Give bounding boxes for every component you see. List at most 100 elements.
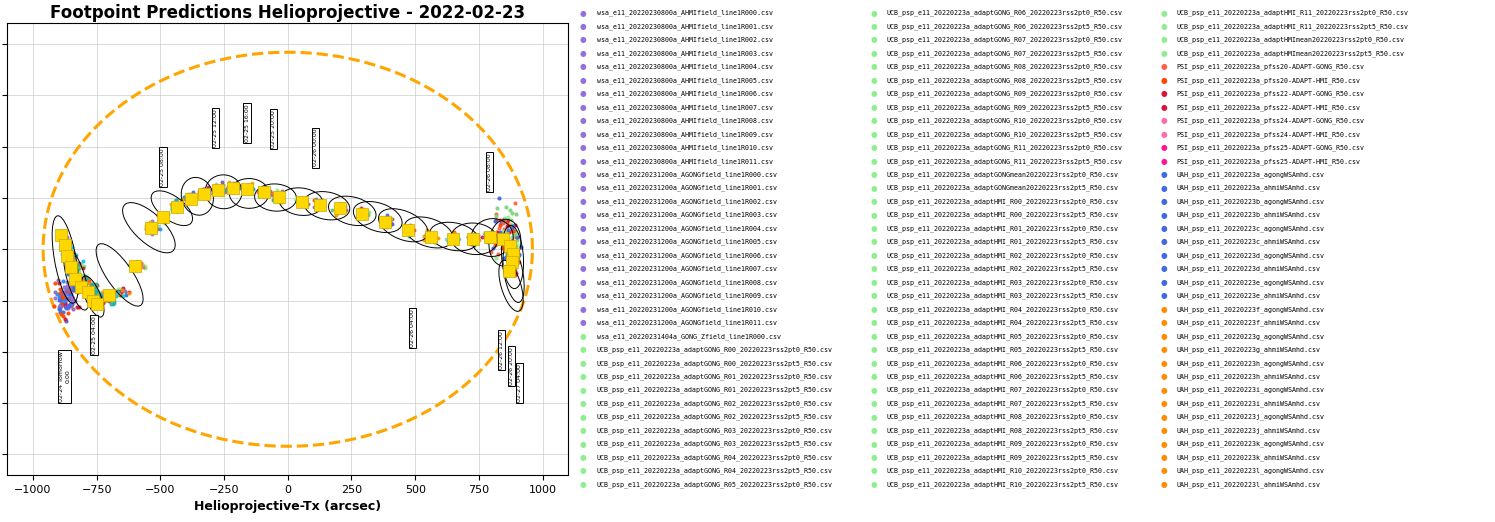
Text: UAH_psp_e11_20220223d_agongWSAmhd.csv: UAH_psp_e11_20220223d_agongWSAmhd.csv bbox=[1177, 252, 1325, 259]
Text: ●: ● bbox=[580, 265, 586, 274]
Point bbox=[498, 259, 522, 267]
Point bbox=[49, 291, 73, 300]
Point bbox=[90, 288, 114, 296]
Point bbox=[238, 187, 262, 195]
Point bbox=[66, 266, 90, 274]
Point bbox=[49, 235, 73, 243]
Point bbox=[111, 290, 135, 299]
Point bbox=[496, 240, 520, 248]
Text: UCB_psp_e11_20220223a_adaptHMI_R03_20220223rss2pt5_R50.csv: UCB_psp_e11_20220223a_adaptHMI_R03_20220… bbox=[887, 292, 1118, 299]
Point bbox=[493, 267, 517, 275]
Point bbox=[176, 193, 200, 201]
Point bbox=[66, 264, 90, 272]
Point bbox=[67, 263, 91, 271]
Point bbox=[502, 256, 526, 265]
Text: UAH_psp_e11_20220223l_ahmiWSAmhd.csv: UAH_psp_e11_20220223l_ahmiWSAmhd.csv bbox=[1177, 481, 1320, 488]
Point bbox=[438, 235, 462, 243]
Point bbox=[70, 276, 94, 284]
Point bbox=[106, 287, 130, 295]
Point bbox=[97, 294, 121, 302]
Point bbox=[130, 259, 154, 268]
Point bbox=[250, 185, 274, 194]
Point bbox=[106, 289, 130, 298]
Point bbox=[224, 186, 248, 194]
Point bbox=[504, 246, 528, 254]
Text: ●: ● bbox=[870, 197, 876, 206]
Point bbox=[85, 292, 109, 301]
Point bbox=[498, 268, 522, 276]
Text: ●: ● bbox=[1160, 372, 1166, 381]
Point bbox=[502, 199, 526, 207]
Point bbox=[52, 290, 76, 298]
Point bbox=[501, 250, 525, 258]
Point bbox=[419, 232, 443, 241]
Point bbox=[161, 201, 185, 210]
Point bbox=[502, 227, 526, 235]
Point bbox=[483, 241, 507, 249]
Point bbox=[81, 286, 105, 294]
Text: ●: ● bbox=[1160, 318, 1166, 327]
Text: UAH_psp_e11_20220223f_agongWSAmhd.csv: UAH_psp_e11_20220223f_agongWSAmhd.csv bbox=[1177, 306, 1325, 313]
Point bbox=[253, 183, 277, 191]
Text: wsa_e11_20220231200a_AGONGfield_line1R001.csv: wsa_e11_20220231200a_AGONGfield_line1R00… bbox=[597, 185, 776, 192]
Point bbox=[75, 274, 99, 282]
Point bbox=[371, 218, 395, 227]
Point bbox=[214, 186, 238, 194]
Point bbox=[492, 227, 516, 235]
Point bbox=[55, 255, 79, 264]
Point bbox=[223, 183, 247, 192]
Text: PSI_psp_e11_20220223a_pfss25-ADAPT-HMI_R50.csv: PSI_psp_e11_20220223a_pfss25-ADAPT-HMI_R… bbox=[1177, 158, 1360, 164]
Point bbox=[209, 191, 233, 199]
Text: ●: ● bbox=[1160, 76, 1166, 85]
Point bbox=[480, 231, 504, 240]
Point bbox=[51, 308, 75, 316]
Text: ●: ● bbox=[870, 238, 876, 246]
Point bbox=[375, 221, 399, 230]
Text: ●: ● bbox=[1160, 157, 1166, 165]
Text: ●: ● bbox=[1160, 143, 1166, 152]
Point bbox=[63, 266, 87, 275]
Point bbox=[499, 240, 523, 248]
Point bbox=[296, 199, 320, 208]
Point bbox=[498, 244, 522, 253]
Point bbox=[187, 188, 211, 196]
Point bbox=[124, 257, 148, 266]
Point bbox=[309, 204, 333, 212]
Point bbox=[350, 212, 374, 220]
Point bbox=[483, 217, 507, 225]
Point bbox=[90, 293, 114, 301]
Point bbox=[311, 204, 335, 212]
Point bbox=[329, 200, 353, 208]
Point bbox=[211, 185, 235, 194]
Point bbox=[462, 236, 486, 245]
Point bbox=[248, 189, 272, 198]
Point bbox=[94, 296, 118, 305]
Point bbox=[375, 219, 399, 228]
Point bbox=[52, 241, 76, 250]
Point bbox=[495, 248, 519, 256]
Text: ●: ● bbox=[870, 22, 876, 31]
Point bbox=[51, 231, 75, 240]
Text: UAH_psp_e11_20220223b_agongWSAmhd.csv: UAH_psp_e11_20220223b_agongWSAmhd.csv bbox=[1177, 198, 1325, 205]
Point bbox=[67, 263, 91, 271]
Point bbox=[493, 236, 517, 244]
Point bbox=[85, 296, 109, 304]
Point bbox=[48, 231, 72, 239]
Point bbox=[179, 195, 203, 204]
Text: 02-26 12:00: 02-26 12:00 bbox=[499, 331, 504, 369]
Point bbox=[465, 234, 489, 243]
Point bbox=[272, 192, 296, 200]
Point bbox=[490, 235, 514, 244]
Point bbox=[268, 190, 292, 198]
Text: UCB_psp_e11_20220223a_adaptHMI_R11_20220223rss2pt0_R50.csv: UCB_psp_e11_20220223a_adaptHMI_R11_20220… bbox=[1177, 10, 1408, 16]
Text: PSI_psp_e11_20220223a_pfss22-ADAPT-HMI_R50.csv: PSI_psp_e11_20220223a_pfss22-ADAPT-HMI_R… bbox=[1177, 104, 1360, 111]
Point bbox=[147, 211, 170, 220]
Point bbox=[486, 228, 510, 236]
Point bbox=[55, 250, 79, 258]
Point bbox=[502, 249, 526, 257]
Point bbox=[164, 205, 188, 213]
Point bbox=[484, 210, 508, 218]
Point bbox=[51, 294, 75, 302]
Point bbox=[209, 187, 233, 196]
Point bbox=[173, 193, 197, 201]
